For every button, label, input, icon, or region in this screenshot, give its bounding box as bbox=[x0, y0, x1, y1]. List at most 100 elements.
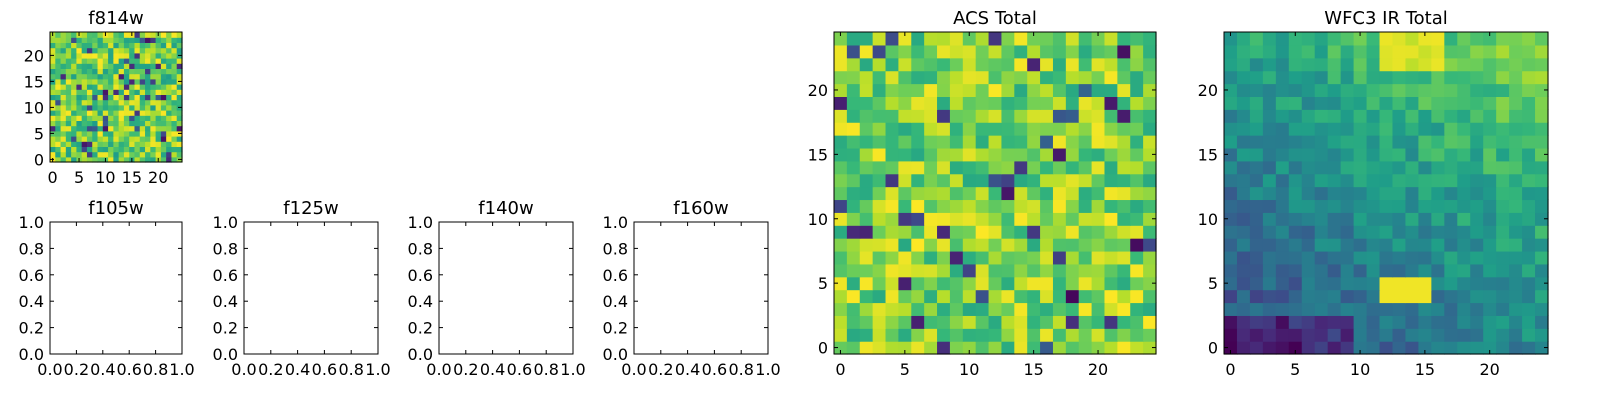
heatmap-cell bbox=[1340, 135, 1355, 149]
heatmap-cell bbox=[1327, 289, 1342, 304]
heatmap-cell bbox=[937, 57, 951, 72]
heatmap-cell bbox=[1496, 70, 1510, 85]
heatmap-cell bbox=[1431, 44, 1445, 59]
heatmap-cell bbox=[872, 250, 887, 265]
heatmap-cell bbox=[1379, 315, 1394, 329]
heatmap-cell bbox=[160, 78, 167, 85]
heatmap-cell bbox=[1301, 315, 1316, 329]
heatmap-cell bbox=[71, 63, 77, 69]
heatmap-cell bbox=[108, 120, 114, 127]
x-tick-label: 15 bbox=[1415, 360, 1435, 379]
heatmap-cell bbox=[160, 120, 167, 127]
heatmap-cell bbox=[975, 328, 990, 342]
heatmap-cell bbox=[1470, 212, 1484, 226]
heatmap-cell bbox=[160, 52, 167, 59]
heatmap-cell bbox=[937, 147, 951, 162]
heatmap-cell bbox=[1117, 96, 1131, 110]
heatmap-cell bbox=[108, 151, 114, 158]
heatmap-cell bbox=[92, 130, 99, 137]
heatmap-cell bbox=[949, 315, 964, 329]
heatmap-cell bbox=[123, 146, 130, 153]
heatmap-cell bbox=[1040, 109, 1054, 123]
heatmap-cell bbox=[846, 276, 861, 291]
heatmap-cell bbox=[60, 125, 67, 132]
heatmap-cell bbox=[937, 341, 951, 355]
heatmap-cell bbox=[65, 52, 72, 59]
heatmap-cell bbox=[1366, 186, 1381, 201]
heatmap-cell bbox=[160, 99, 167, 106]
panel-f814w: f814w bbox=[50, 8, 183, 163]
heatmap-cell bbox=[155, 104, 162, 111]
heatmap-cell bbox=[885, 122, 899, 136]
heatmap-cell bbox=[123, 63, 130, 69]
heatmap-cell bbox=[1224, 341, 1238, 355]
heatmap-cell bbox=[962, 289, 977, 304]
heatmap-cell bbox=[76, 141, 83, 147]
heatmap-cell bbox=[81, 125, 88, 132]
heatmap-cell bbox=[129, 68, 136, 75]
heatmap-cell bbox=[872, 341, 887, 355]
heatmap-cell bbox=[1236, 250, 1251, 265]
heatmap-cell bbox=[60, 32, 67, 38]
heatmap-cell bbox=[988, 315, 1003, 329]
heatmap-cell bbox=[1366, 250, 1381, 265]
heatmap-cell bbox=[962, 44, 977, 59]
heatmap-cell bbox=[1143, 225, 1157, 239]
heatmap-cell bbox=[113, 63, 120, 69]
heatmap-cell bbox=[166, 73, 173, 80]
heatmap-cell bbox=[1340, 302, 1355, 316]
heatmap-cell bbox=[118, 120, 125, 127]
heatmap-cell bbox=[1143, 135, 1157, 149]
heatmap-cell bbox=[55, 130, 62, 137]
heatmap-cell bbox=[859, 186, 874, 201]
heatmap-cell bbox=[885, 238, 899, 252]
heatmap-cell bbox=[76, 146, 83, 153]
heatmap-cell bbox=[937, 315, 951, 329]
heatmap-cell bbox=[859, 96, 874, 110]
heatmap-cell bbox=[55, 120, 62, 127]
heatmap-cell bbox=[1522, 57, 1536, 72]
heatmap-cell bbox=[171, 42, 178, 49]
heatmap-cell bbox=[1366, 276, 1381, 291]
heatmap-cell bbox=[1431, 147, 1445, 162]
heatmap-cell bbox=[1040, 32, 1054, 46]
heatmap-cell bbox=[92, 110, 99, 116]
heatmap-cell bbox=[150, 136, 157, 142]
heatmap-cell bbox=[60, 141, 67, 147]
heatmap-cell bbox=[949, 250, 964, 265]
heatmap-cell bbox=[1366, 57, 1381, 72]
heatmap-cell bbox=[1496, 44, 1510, 59]
heatmap-cell bbox=[1392, 212, 1407, 226]
heatmap-cell bbox=[1444, 225, 1458, 239]
heatmap-cell bbox=[1078, 186, 1093, 201]
x-tick-label: 0.0 bbox=[37, 360, 62, 379]
heatmap-cell bbox=[1014, 57, 1028, 72]
heatmap-cell bbox=[1262, 302, 1277, 316]
heatmap-cell bbox=[1535, 263, 1549, 278]
heatmap-cell bbox=[1301, 147, 1316, 162]
heatmap-cell bbox=[1327, 302, 1342, 316]
heatmap-cell bbox=[1366, 289, 1381, 304]
heatmap-cell bbox=[71, 99, 77, 106]
heatmap-cell bbox=[1224, 122, 1238, 136]
heatmap-cell bbox=[60, 115, 67, 121]
heatmap-cell bbox=[1117, 250, 1131, 265]
heatmap-cell bbox=[123, 120, 130, 127]
heatmap-cell bbox=[176, 42, 183, 49]
heatmap-cell bbox=[1288, 212, 1303, 226]
heatmap-cell bbox=[1130, 225, 1144, 239]
heatmap-cell bbox=[1249, 160, 1264, 175]
heatmap-cell bbox=[1288, 328, 1303, 342]
heatmap-cell bbox=[123, 136, 130, 142]
heatmap-cell bbox=[1405, 57, 1419, 72]
heatmap-cell bbox=[924, 70, 938, 85]
heatmap-cell bbox=[988, 83, 1003, 97]
heatmap-cell bbox=[65, 146, 72, 153]
heatmap-cell bbox=[1392, 250, 1407, 265]
heatmap-cell bbox=[86, 63, 93, 69]
heatmap-cell bbox=[1509, 44, 1523, 59]
heatmap-cell bbox=[76, 104, 83, 111]
heatmap-cell bbox=[962, 135, 977, 149]
heatmap-cell bbox=[145, 42, 151, 49]
heatmap-cell bbox=[171, 115, 178, 121]
